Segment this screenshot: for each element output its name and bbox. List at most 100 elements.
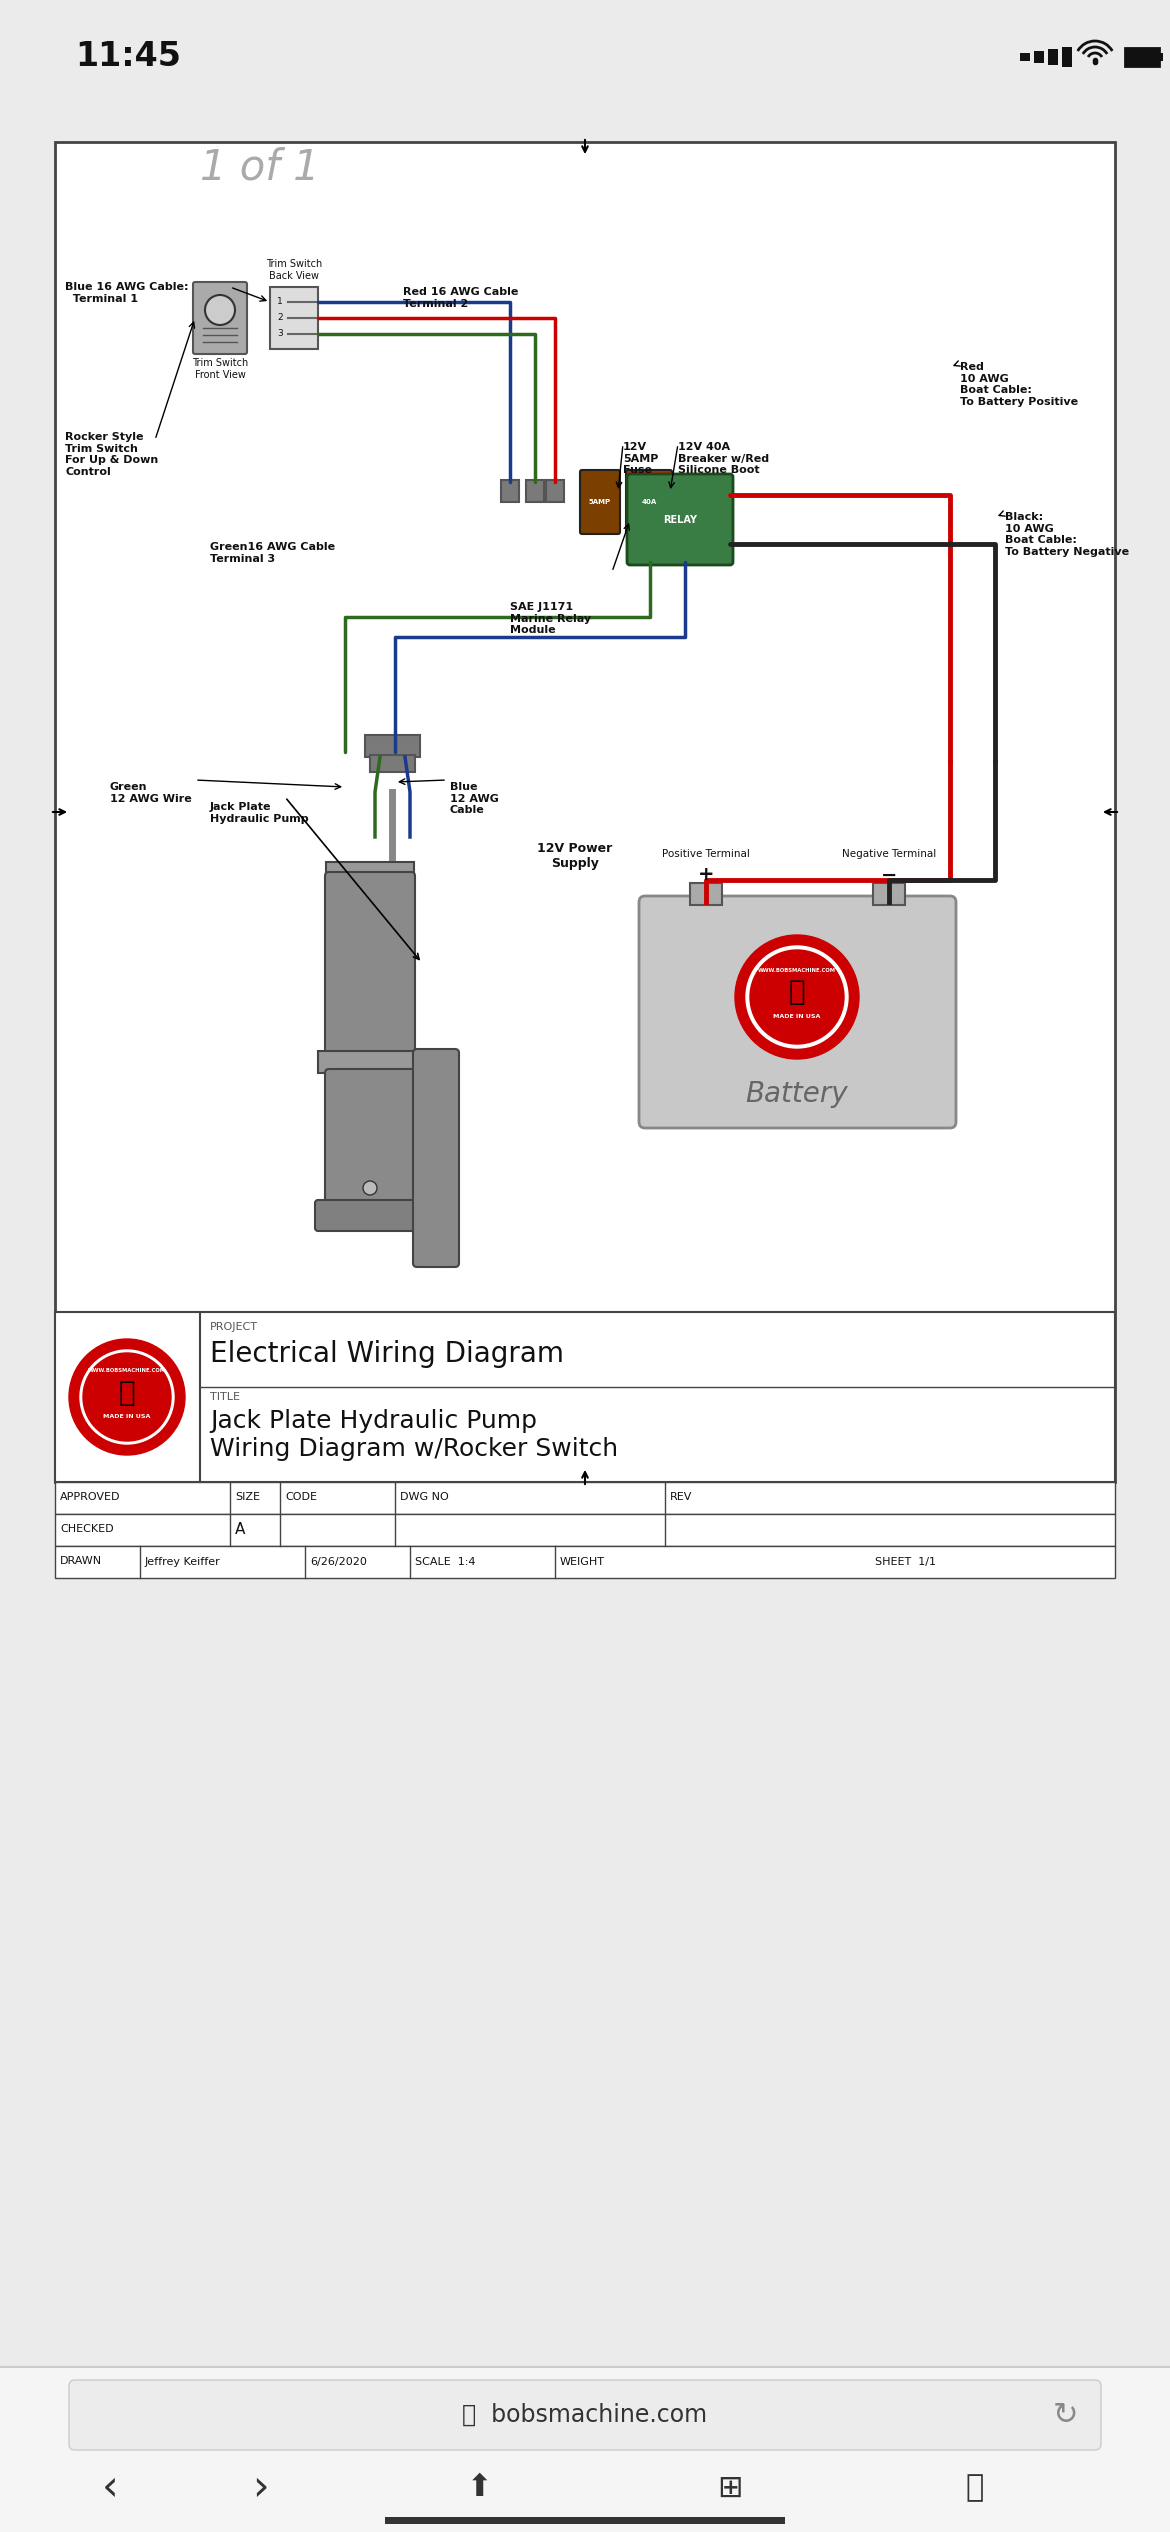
Text: Green
12 AWG Wire: Green 12 AWG Wire xyxy=(110,782,192,803)
Text: Negative Terminal: Negative Terminal xyxy=(842,848,936,858)
Circle shape xyxy=(80,1350,174,1443)
Text: PROJECT: PROJECT xyxy=(209,1322,259,1332)
Bar xyxy=(55,142,1115,1481)
FancyBboxPatch shape xyxy=(69,2380,1101,2451)
Text: Blue 16 AWG Cable:
  Terminal 1: Blue 16 AWG Cable: Terminal 1 xyxy=(66,281,188,304)
Bar xyxy=(55,1547,1115,1577)
Bar xyxy=(385,2517,785,2524)
Text: ↻: ↻ xyxy=(1052,2400,1078,2431)
FancyBboxPatch shape xyxy=(325,871,415,1056)
Circle shape xyxy=(735,934,859,1058)
Text: MADE IN USA: MADE IN USA xyxy=(103,1415,151,1420)
Circle shape xyxy=(363,1180,377,1195)
Text: ›: › xyxy=(252,2466,268,2509)
FancyBboxPatch shape xyxy=(580,471,620,534)
Text: Green16 AWG Cable
Terminal 3: Green16 AWG Cable Terminal 3 xyxy=(209,542,335,565)
Bar xyxy=(370,755,415,772)
Circle shape xyxy=(69,1339,185,1456)
Text: 12V 40A
Breaker w/Red
Silicone Boot: 12V 40A Breaker w/Red Silicone Boot xyxy=(677,443,769,476)
Circle shape xyxy=(205,296,235,324)
Text: 🏁: 🏁 xyxy=(789,977,805,1005)
Text: ⊞: ⊞ xyxy=(717,2474,743,2502)
Text: A: A xyxy=(235,1522,246,1537)
Text: 6/26/2020: 6/26/2020 xyxy=(310,1557,367,1567)
Bar xyxy=(318,1051,422,1074)
Bar xyxy=(690,884,722,904)
Text: DRAWN: DRAWN xyxy=(60,1557,102,1565)
Text: 5AMP: 5AMP xyxy=(589,499,611,504)
Text: Jack Plate Hydraulic Pump: Jack Plate Hydraulic Pump xyxy=(209,1408,537,1433)
Bar xyxy=(873,884,906,904)
Text: WEIGHT: WEIGHT xyxy=(560,1557,605,1567)
Text: RELAY: RELAY xyxy=(663,514,697,524)
Text: Rocker Style
Trim Switch
For Up & Down
Control: Rocker Style Trim Switch For Up & Down C… xyxy=(66,433,158,476)
Bar xyxy=(326,861,414,876)
Text: Wiring Diagram w/Rocker Switch: Wiring Diagram w/Rocker Switch xyxy=(209,1438,618,1461)
Text: APPROVED: APPROVED xyxy=(60,1491,121,1501)
Bar xyxy=(55,1514,1115,1547)
Text: 🏁: 🏁 xyxy=(118,1380,136,1408)
Bar xyxy=(1159,53,1163,61)
Text: MADE IN USA: MADE IN USA xyxy=(773,1015,820,1020)
Text: Red
10 AWG
Boat Cable:
To Battery Positive: Red 10 AWG Boat Cable: To Battery Positi… xyxy=(961,362,1078,408)
Text: 12V Power
Supply: 12V Power Supply xyxy=(537,843,613,871)
Text: CODE: CODE xyxy=(285,1491,317,1501)
Text: 11:45: 11:45 xyxy=(75,41,181,73)
Bar xyxy=(1020,53,1030,61)
FancyBboxPatch shape xyxy=(626,471,672,534)
Bar xyxy=(0,2367,1170,2532)
FancyBboxPatch shape xyxy=(325,1069,415,1208)
Text: 40A: 40A xyxy=(641,499,656,504)
Text: 2: 2 xyxy=(277,314,283,322)
Text: WWW.BOBSMACHINE.COM: WWW.BOBSMACHINE.COM xyxy=(88,1367,166,1372)
Text: ⬆: ⬆ xyxy=(467,2474,493,2502)
Circle shape xyxy=(746,947,848,1048)
Bar xyxy=(501,481,519,501)
FancyBboxPatch shape xyxy=(627,473,732,565)
FancyBboxPatch shape xyxy=(193,281,247,354)
Text: Red 16 AWG Cable
Terminal 2: Red 16 AWG Cable Terminal 2 xyxy=(402,286,518,309)
Circle shape xyxy=(83,1352,171,1441)
Text: WWW.BOBSMACHINE.COM: WWW.BOBSMACHINE.COM xyxy=(758,967,837,972)
Bar xyxy=(1034,51,1044,63)
FancyBboxPatch shape xyxy=(639,896,956,1127)
Text: ‹: ‹ xyxy=(102,2466,118,2509)
Text: Trim Switch
Front View: Trim Switch Front View xyxy=(192,357,248,380)
Text: SIZE: SIZE xyxy=(235,1491,260,1501)
Text: DWG NO: DWG NO xyxy=(400,1491,449,1501)
Text: Positive Terminal: Positive Terminal xyxy=(662,848,750,858)
Text: 3: 3 xyxy=(277,329,283,339)
Text: SHEET  1/1: SHEET 1/1 xyxy=(875,1557,936,1567)
Text: −: − xyxy=(881,866,897,884)
Text: ⧉: ⧉ xyxy=(966,2474,984,2502)
Bar xyxy=(55,1481,1115,1514)
Text: Blue
12 AWG
Cable: Blue 12 AWG Cable xyxy=(450,782,498,815)
Text: 1 of 1: 1 of 1 xyxy=(200,147,319,187)
Bar xyxy=(1062,48,1072,66)
Bar xyxy=(270,286,318,349)
Text: Battery: Battery xyxy=(745,1081,848,1109)
Text: Electrical Wiring Diagram: Electrical Wiring Diagram xyxy=(209,1339,564,1367)
Text: 🔒  bobsmachine.com: 🔒 bobsmachine.com xyxy=(462,2403,708,2428)
Text: SAE J1171
Marine Relay
Module: SAE J1171 Marine Relay Module xyxy=(510,603,591,636)
Text: 1: 1 xyxy=(277,296,283,306)
Bar xyxy=(1048,48,1058,66)
FancyBboxPatch shape xyxy=(413,1048,459,1266)
Text: 12V
5AMP
Fuse: 12V 5AMP Fuse xyxy=(622,443,659,476)
Text: CHECKED: CHECKED xyxy=(60,1524,113,1534)
Text: REV: REV xyxy=(670,1491,693,1501)
Bar xyxy=(526,481,544,501)
Text: Black:
10 AWG
Boat Cable:
To Battery Negative: Black: 10 AWG Boat Cable: To Battery Neg… xyxy=(1005,511,1129,557)
Text: Jeffrey Keiffer: Jeffrey Keiffer xyxy=(145,1557,221,1567)
Text: Jack Plate
Hydraulic Pump: Jack Plate Hydraulic Pump xyxy=(209,803,309,823)
Bar xyxy=(546,481,564,501)
Bar xyxy=(55,1312,1115,1481)
Bar xyxy=(1126,48,1159,66)
FancyBboxPatch shape xyxy=(315,1200,425,1231)
Text: SCALE  1:4: SCALE 1:4 xyxy=(415,1557,475,1567)
Bar xyxy=(365,734,420,757)
Text: TITLE: TITLE xyxy=(209,1393,240,1403)
Circle shape xyxy=(750,950,844,1043)
Text: Trim Switch
Back View: Trim Switch Back View xyxy=(266,258,322,281)
Text: +: + xyxy=(697,866,714,884)
